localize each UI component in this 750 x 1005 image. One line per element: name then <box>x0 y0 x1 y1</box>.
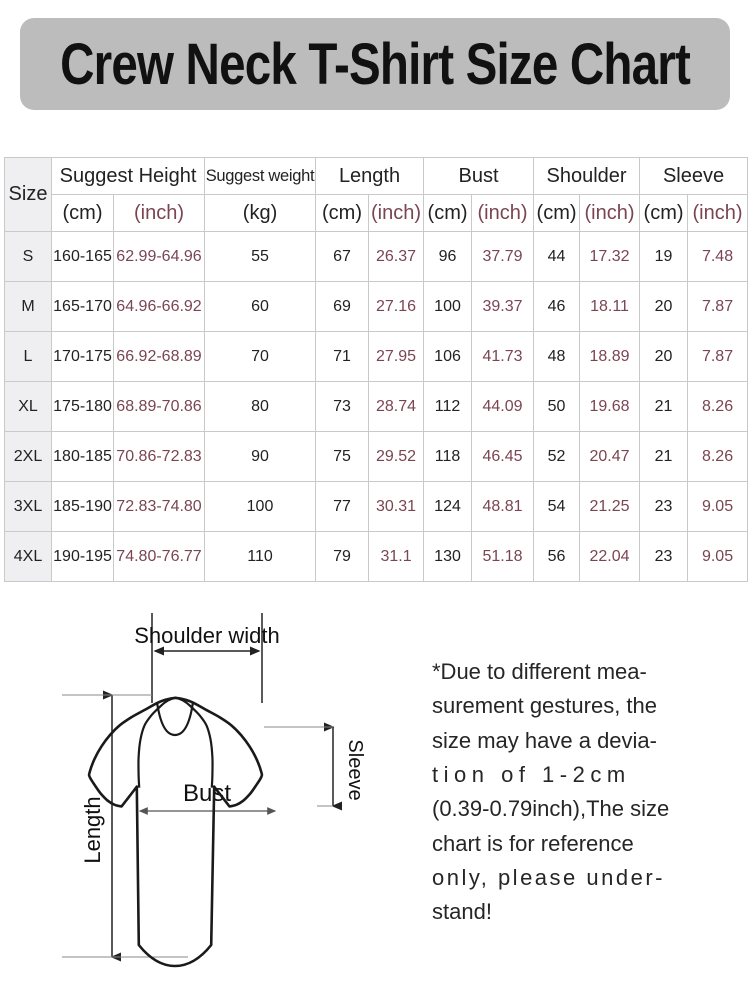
svg-text:Bust: Bust <box>183 780 231 807</box>
svg-text:Shoulder width: Shoulder width <box>134 623 280 648</box>
svg-text:Sleeve: Sleeve <box>344 739 366 800</box>
svg-text:Length: Length <box>80 796 105 863</box>
